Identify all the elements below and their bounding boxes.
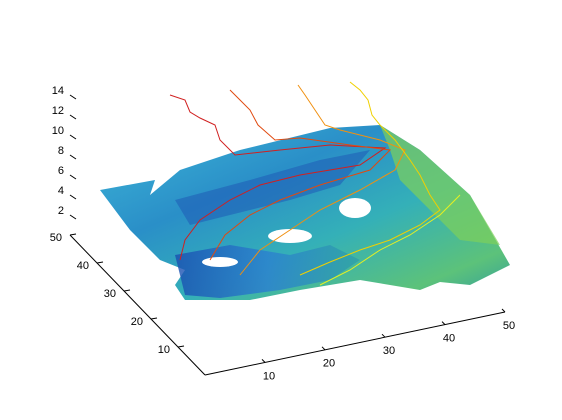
x-tick-label: 30	[383, 345, 395, 357]
z-tick	[69, 94, 77, 100]
path-line	[299, 81, 441, 276]
y-tick-label: 30	[104, 288, 116, 300]
surface-patch	[175, 245, 360, 298]
y-tick-label: 10	[158, 344, 170, 356]
path-line	[319, 194, 461, 286]
x-tick-label: 40	[443, 333, 455, 345]
z-tick-label: 6	[58, 165, 64, 177]
x-axis	[204, 311, 506, 376]
path-lines	[169, 81, 461, 286]
y-tick	[96, 261, 104, 264]
x-tick-label: 20	[323, 358, 335, 370]
z-tick	[69, 114, 77, 120]
x-tick-label: 50	[503, 320, 515, 332]
z-tick	[69, 194, 77, 200]
z-tick-label: 10	[52, 125, 64, 137]
x-tick	[261, 359, 266, 363]
y-tick	[123, 289, 131, 292]
path-line	[169, 94, 387, 261]
z-tick-label: 4	[58, 185, 64, 197]
y-tick	[69, 233, 77, 236]
x-tick-label: 10	[263, 370, 275, 382]
y-tick	[150, 317, 158, 320]
z-tick-label: 12	[52, 105, 64, 117]
y-tick-label: 40	[77, 260, 89, 272]
path-line	[239, 84, 406, 276]
axes: 10 20 30 40 50 10 20 30 40 50 2 4 6 8 10 12 14	[50, 85, 515, 382]
surface-hole	[339, 198, 371, 218]
y-tick	[177, 345, 185, 348]
path-line	[209, 89, 392, 261]
z-tick-label: 2	[58, 205, 64, 217]
surface-hole	[268, 229, 312, 243]
surface-hole	[202, 257, 238, 267]
surface-patch	[175, 150, 370, 225]
y-tick-label: 20	[131, 316, 143, 328]
z-tick-label: 8	[58, 145, 64, 157]
surface-patch	[380, 125, 500, 245]
y-axis	[69, 234, 206, 376]
z-tick	[69, 174, 77, 180]
x-tick	[381, 333, 386, 338]
x-tick	[321, 346, 326, 351]
surface	[100, 125, 510, 300]
z-tick	[69, 154, 77, 160]
z-tick	[69, 214, 77, 220]
z-tick-label: 14	[52, 85, 64, 97]
x-tick	[501, 308, 506, 313]
x-tick	[441, 321, 446, 325]
y-tick-label: 50	[50, 232, 62, 244]
z-tick	[69, 134, 77, 140]
